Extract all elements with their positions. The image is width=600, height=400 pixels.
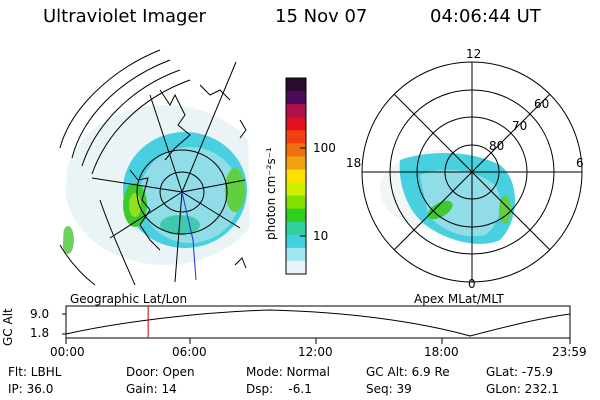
glon-info: GLon: 232.1 xyxy=(486,382,559,396)
mlat-label-70: 70 xyxy=(512,119,528,133)
gc-alt-info: GC Alt: 6.9 Re xyxy=(366,365,450,379)
time-tick-1800: 18:00 xyxy=(424,345,459,359)
geographic-map xyxy=(59,49,250,286)
colorbar-band xyxy=(286,234,306,249)
instrument-title: Ultraviolet Imager xyxy=(43,6,206,27)
colorbar-band xyxy=(286,156,306,170)
mlt-label-12: 12 xyxy=(466,47,482,61)
colorbar-band xyxy=(286,195,306,210)
seq-info: Seq: 39 xyxy=(366,382,412,396)
mlat-label-60: 60 xyxy=(534,97,550,111)
mlat-label-80: 80 xyxy=(489,139,505,153)
colorbar-band xyxy=(286,221,306,236)
colorbar-band xyxy=(286,143,306,157)
alt-tick-1-8: 1.8 xyxy=(30,326,50,340)
flt-info: Flt: LBHL xyxy=(8,365,62,379)
altitude-plot xyxy=(62,305,571,344)
time-tick-0600: 06:00 xyxy=(172,345,207,359)
colorbar-band xyxy=(286,78,306,92)
mlt-label-6: 6 xyxy=(576,156,584,170)
colorbar-band xyxy=(286,91,306,105)
ip-info: IP: 36.0 xyxy=(8,382,54,396)
colorbar-band xyxy=(286,104,306,118)
colorbar-band xyxy=(286,169,306,184)
time-tick-1200: 12:00 xyxy=(298,345,333,359)
colorbar xyxy=(286,78,306,275)
colorbar-tick-100: 100 xyxy=(313,141,336,155)
colorbar-band xyxy=(286,208,306,223)
polar-plot xyxy=(361,61,583,283)
apex-panel-label: Apex MLat/MLT xyxy=(414,292,504,306)
geographic-panel-label: Geographic Lat/Lon xyxy=(70,292,188,306)
time-tick-2359: 23:59 xyxy=(552,345,587,359)
colorbar-unit-label: photon cm⁻²s⁻¹ xyxy=(264,147,278,240)
glat-info: GLat: -75.9 xyxy=(486,365,553,379)
colorbar-band xyxy=(286,130,306,144)
mode-info: Mode: Normal xyxy=(246,365,330,379)
mlt-label-18: 18 xyxy=(346,156,362,170)
door-info: Door: Open xyxy=(126,365,195,379)
time-label: 04:06:44 UT xyxy=(430,6,541,27)
colorbar-band xyxy=(286,260,306,275)
gc-alt-axis-label: GC Alt xyxy=(1,308,15,346)
alt-tick-9: 9.0 xyxy=(30,307,50,321)
time-tick-0000: 00:00 xyxy=(50,345,85,359)
colorbar-tick-10: 10 xyxy=(313,229,329,243)
dsp-info: Dsp: -6.1 xyxy=(246,382,312,396)
mlt-label-0: 0 xyxy=(468,277,476,291)
gain-info: Gain: 14 xyxy=(126,382,177,396)
colorbar-band xyxy=(286,182,306,197)
colorbar-band xyxy=(286,117,306,131)
colorbar-band xyxy=(286,247,306,262)
date-label: 15 Nov 07 xyxy=(275,6,368,27)
